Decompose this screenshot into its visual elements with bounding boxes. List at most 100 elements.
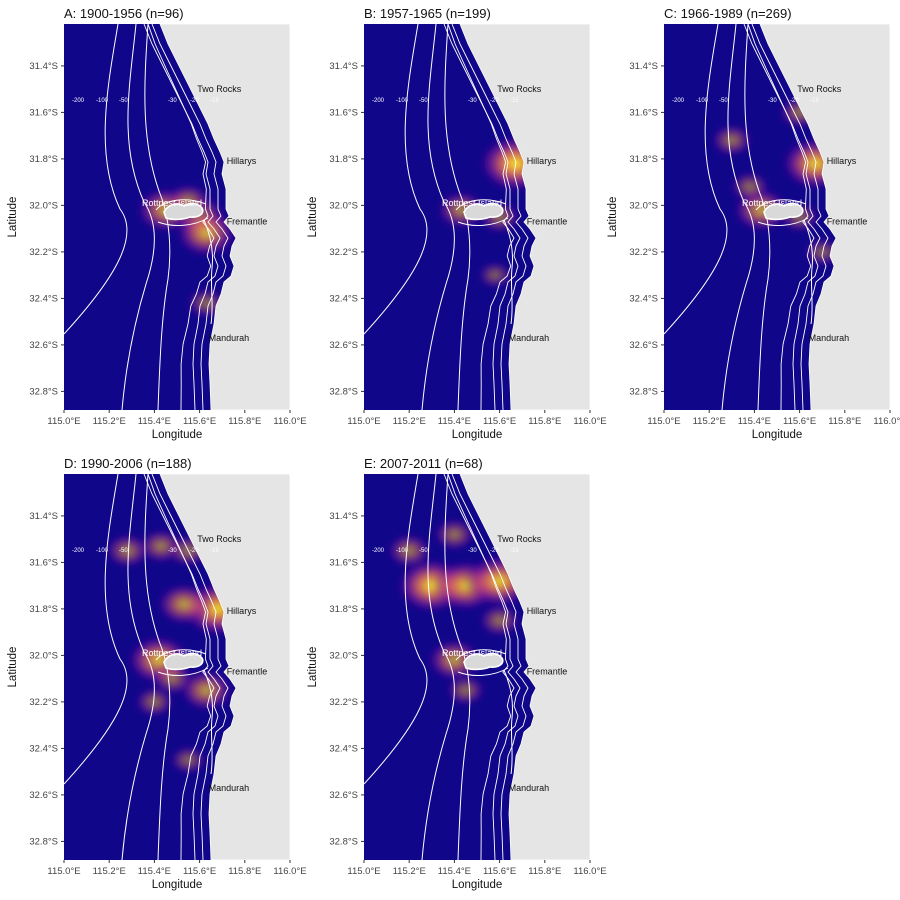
place-label: Fremantle (227, 217, 268, 227)
depth-contour-label: -50 (419, 98, 428, 104)
y-tick-label: 32.2°S (29, 247, 58, 258)
place-label: Hillarys (827, 156, 857, 166)
x-tick-label: 115.0°E (347, 416, 380, 427)
y-tick-label: 31.4°S (329, 61, 358, 72)
land-mass (459, 24, 590, 410)
y-tick-label: 31.6°S (329, 107, 358, 118)
x-axis-title: Longitude (152, 879, 203, 891)
place-label: Hillarys (527, 156, 557, 166)
island-reef-contour (755, 199, 809, 226)
map-panel-E: -200 -100 -50 -30 -20 -15 Two Rocks Hillarys Rot… (307, 456, 607, 891)
map-panel-B: -200 -100 -50 -30 -20 -15 Two Rocks Hillarys Rot… (307, 6, 607, 441)
depth-contour-label: -50 (719, 98, 728, 104)
x-tick-label: 115.4°E (438, 866, 471, 877)
depth-contour-label: -50 (119, 98, 128, 104)
y-tick-label: 32.0°S (329, 650, 358, 661)
y-tick-label: 32.2°S (29, 697, 58, 708)
y-tick-label: 31.8°S (329, 154, 358, 165)
shelf-reef-contour (803, 219, 813, 325)
x-tick-label: 116.0°E (573, 416, 606, 427)
y-tick-label: 32.0°S (29, 200, 58, 211)
depth-contour-100 (121, 24, 155, 410)
depth-contour-50 (744, 24, 771, 410)
depth-contour-label: -15 (510, 548, 519, 554)
y-axis-title: Latitude (607, 197, 619, 238)
depth-contour-label: -50 (119, 548, 128, 554)
x-tick-label: 115.0°E (47, 416, 80, 427)
depth-contour-20 (143, 474, 221, 860)
density-layer (385, 517, 536, 707)
y-tick-label: 31.8°S (629, 154, 658, 165)
y-tick-label: 32.8°S (329, 386, 358, 397)
depth-contour-200 (364, 24, 428, 335)
y-tick-label: 31.6°S (329, 557, 358, 568)
x-tick-label: 115.6°E (183, 416, 216, 427)
y-axis-title: Latitude (7, 647, 19, 688)
x-tick-label: 116.0°E (573, 866, 606, 877)
x-tick-label: 115.2°E (93, 416, 126, 427)
depth-contour-20 (443, 24, 521, 410)
depth-contour-label: -100 (396, 548, 409, 554)
depth-contour-100 (121, 474, 155, 860)
depth-contour-100 (421, 24, 455, 410)
place-label: Fremantle (527, 667, 568, 677)
depth-contour-label: -20 (190, 548, 199, 554)
x-tick-label: 115.4°E (138, 416, 171, 427)
place-label: Hillarys (527, 606, 557, 616)
depth-contour-label: -30 (168, 548, 177, 554)
x-tick-label: 115.2°E (393, 416, 426, 427)
y-tick-label: 32.6°S (329, 790, 358, 801)
place-label: Fremantle (527, 217, 568, 227)
map-plot-area: -200 -100 -50 -30 -20 -15 Two Rocks Hillarys Rot… (364, 24, 590, 410)
place-label: Rottnest Island (142, 198, 202, 208)
y-tick-label: 32.4°S (29, 743, 58, 754)
x-tick-label: 115.6°E (783, 416, 816, 427)
y-tick-label: 32.4°S (329, 743, 358, 754)
map-panel-D: -200 -100 -50 -30 -20 -15 Two Rocks Hillarys Rot… (7, 456, 307, 891)
y-tick-label: 32.6°S (329, 340, 358, 351)
y-tick-label: 31.6°S (29, 557, 58, 568)
place-label: Hillarys (227, 156, 257, 166)
place-label: Hillarys (227, 606, 257, 616)
y-tick-label: 32.4°S (629, 293, 658, 304)
place-label: Fremantle (227, 667, 268, 677)
x-tick-label: 115.0°E (347, 866, 380, 877)
place-label: Rottnest Island (442, 198, 502, 208)
place-label: Two Rocks (197, 534, 242, 544)
place-label: Two Rocks (497, 534, 542, 544)
rottnest-island-shape (463, 652, 504, 671)
x-tick-label: 115.0°E (647, 416, 680, 427)
y-tick-label: 32.6°S (629, 340, 658, 351)
x-axis-title: Longitude (752, 429, 803, 441)
x-tick-label: 115.8°E (228, 416, 261, 427)
x-tick-label: 115.8°E (828, 416, 861, 427)
depth-contour-label: -15 (510, 98, 519, 104)
island-reef-contour (455, 649, 509, 676)
place-label: Mandurah (509, 333, 550, 343)
x-tick-label: 115.0°E (47, 866, 80, 877)
y-tick-label: 31.4°S (629, 61, 658, 72)
x-tick-label: 116.0°E (873, 416, 900, 427)
density-hotspot (425, 637, 484, 683)
y-tick-label: 31.4°S (329, 511, 358, 522)
density-hotspot (132, 685, 176, 719)
depth-contour-15 (151, 474, 229, 860)
x-axis-title: Longitude (452, 429, 503, 441)
place-label: Two Rocks (497, 84, 542, 94)
x-tick-label: 116.0°E (273, 416, 306, 427)
depth-contour-100 (421, 474, 455, 860)
depth-contour-label: -200 (672, 98, 685, 104)
depth-contour-label: -100 (96, 548, 109, 554)
map-panel-C: -200 -100 -50 -30 -20 -15 Two Rocks Hillarys Rot… (607, 6, 900, 441)
depth-contour-50 (144, 24, 171, 410)
depth-contour-label: -20 (790, 98, 799, 104)
y-tick-label: 32.4°S (329, 293, 358, 304)
depth-contour-50 (444, 474, 471, 860)
y-axis-title: Latitude (7, 197, 19, 238)
depth-contour-15 (451, 474, 529, 860)
depth-contour-label: -200 (72, 548, 85, 554)
depth-contour-50 (444, 24, 471, 410)
y-tick-label: 32.8°S (629, 386, 658, 397)
x-tick-label: 115.8°E (528, 416, 561, 427)
depth-contour-label: -200 (72, 98, 85, 104)
